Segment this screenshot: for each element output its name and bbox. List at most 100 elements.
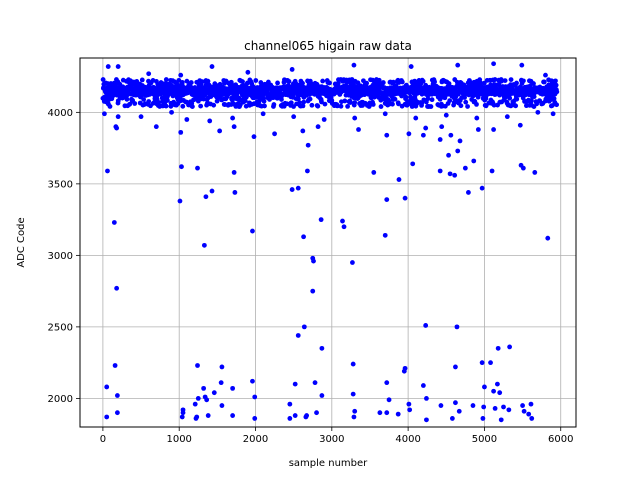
- outlier-point: [492, 406, 498, 411]
- outlier-point: [413, 115, 419, 121]
- outlier-point: [437, 137, 443, 142]
- outlier-point: [105, 168, 110, 174]
- outlier-point: [550, 111, 556, 117]
- band-point: [309, 102, 315, 108]
- plot-frame: [79, 57, 577, 428]
- outlier-point: [406, 131, 412, 137]
- band-point: [507, 95, 513, 101]
- band-point: [334, 103, 340, 109]
- band-point: [378, 104, 384, 109]
- band-point: [502, 78, 508, 84]
- outlier-point: [114, 285, 120, 291]
- outlier-point: [420, 383, 426, 388]
- band-point: [100, 77, 106, 82]
- outlier-point: [251, 134, 257, 140]
- band-point: [458, 103, 464, 109]
- band-point: [211, 102, 217, 108]
- outlier-point: [449, 416, 455, 421]
- band-point: [514, 80, 519, 86]
- band-point: [478, 80, 484, 86]
- outlier-point: [462, 165, 468, 171]
- outlier-point: [112, 363, 118, 368]
- band-point: [198, 103, 204, 109]
- outlier-point: [520, 165, 526, 171]
- outlier-point: [517, 122, 523, 128]
- band-point: [300, 103, 306, 109]
- outlier-point: [401, 368, 407, 374]
- band-point: [352, 100, 358, 105]
- y-tick-label: 4000: [48, 108, 73, 119]
- band-point: [345, 104, 351, 109]
- outlier-point: [470, 403, 476, 408]
- outlier-point: [292, 413, 298, 418]
- outlier-point: [453, 400, 458, 406]
- x-tick-label: 3000: [319, 434, 344, 445]
- x-axis-label: sample number: [289, 458, 368, 469]
- band-point: [179, 80, 185, 85]
- outlier-point: [204, 397, 210, 403]
- outlier-point: [479, 360, 485, 366]
- band-point: [319, 99, 324, 105]
- outlier-point: [341, 224, 347, 230]
- outlier-point: [209, 188, 215, 194]
- outlier-point: [114, 393, 120, 398]
- outlier-point: [195, 396, 201, 401]
- band-point: [420, 78, 426, 84]
- outlier-point: [438, 403, 444, 408]
- band-point: [554, 102, 560, 108]
- outlier-point: [479, 185, 485, 191]
- outlier-point: [384, 197, 390, 202]
- outlier-point: [528, 401, 534, 407]
- band-point: [521, 78, 526, 84]
- outlier-point: [424, 396, 429, 401]
- outlier-point: [410, 161, 416, 167]
- band-point: [284, 101, 290, 107]
- outlier-point: [498, 417, 504, 423]
- band-point: [364, 80, 370, 86]
- outlier-point: [495, 345, 501, 351]
- band-point: [139, 77, 145, 83]
- outlier-point: [506, 407, 512, 413]
- y-tick-label: 3500: [48, 179, 73, 190]
- outlier-point: [105, 64, 111, 69]
- outlier-point: [501, 404, 506, 410]
- outlier-point: [231, 170, 237, 175]
- x-tick-label: 2000: [243, 434, 268, 445]
- outlier-point: [491, 388, 496, 394]
- outlier-point: [272, 131, 277, 137]
- outlier-point: [138, 114, 144, 120]
- outlier-point: [201, 385, 207, 391]
- band-point: [474, 101, 479, 107]
- band-point: [380, 80, 386, 85]
- outlier-point: [245, 69, 251, 75]
- outlier-point: [179, 164, 184, 170]
- outlier-point: [351, 62, 357, 68]
- outlier-point: [203, 194, 209, 200]
- band-point: [551, 96, 557, 101]
- outlier-point: [115, 114, 121, 120]
- outlier-point: [340, 218, 345, 224]
- band-point: [391, 79, 396, 85]
- outlier-point: [319, 393, 325, 398]
- band-point: [214, 98, 220, 104]
- axis-ticks: 0 1000 2000 3000 4000 5000 6000 2000 2500 3000 350…: [48, 108, 574, 445]
- band-point: [465, 104, 470, 109]
- outlier-point: [295, 333, 301, 338]
- outlier-point: [352, 408, 358, 414]
- outlier-point: [211, 390, 217, 396]
- band-point: [499, 78, 504, 84]
- band-point: [315, 103, 321, 109]
- outlier-point: [217, 128, 223, 134]
- band-point: [491, 102, 497, 108]
- outlier-point: [310, 288, 316, 294]
- band-point: [409, 96, 414, 102]
- outlier-point: [201, 242, 207, 248]
- outlier-point: [318, 217, 324, 223]
- outlier-point: [169, 109, 174, 115]
- band-point: [190, 104, 195, 110]
- outlier-point: [406, 401, 412, 407]
- band-point: [327, 80, 332, 86]
- band-point: [342, 98, 348, 104]
- band-point: [180, 103, 186, 109]
- outlier-point: [289, 187, 295, 192]
